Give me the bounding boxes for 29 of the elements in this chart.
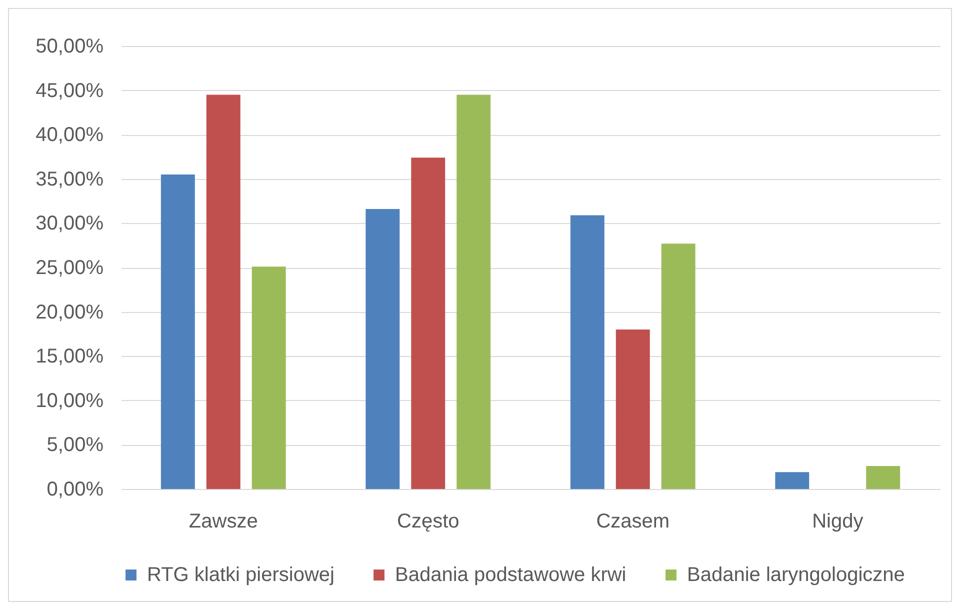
- y-tick-label: 0,00%: [46, 478, 104, 500]
- bar: [775, 472, 810, 489]
- bar: [160, 174, 195, 489]
- bar: [661, 244, 696, 489]
- x-tick-label: Czasem: [596, 510, 670, 532]
- legend-label: RTG klatki piersiowej: [147, 564, 334, 586]
- y-tick-label: 30,00%: [36, 212, 104, 235]
- bar: [252, 266, 286, 489]
- legend-label: Badania podstawowe krwi: [395, 564, 626, 586]
- y-tick-label: 35,00%: [36, 168, 104, 190]
- bar: [366, 209, 400, 489]
- y-tick-label: 25,00%: [36, 257, 104, 279]
- y-tick-label: 10,00%: [36, 390, 104, 412]
- y-tick-label: 45,00%: [36, 80, 104, 102]
- legend-label: Badanie laryngologiczne: [687, 564, 905, 586]
- bar: [570, 215, 604, 489]
- bar: [411, 158, 446, 489]
- x-tick-label: Nigdy: [812, 510, 864, 532]
- y-tick-label: 50,00%: [36, 36, 104, 58]
- y-tick-label: 20,00%: [36, 301, 104, 324]
- y-tick-label: 15,00%: [36, 346, 104, 368]
- bar: [866, 466, 900, 489]
- bar: [616, 330, 650, 489]
- x-tick-label: Często: [397, 510, 460, 532]
- y-tick-label: 5,00%: [46, 434, 104, 456]
- bar: [456, 94, 491, 489]
- x-tick-label: Zawsze: [188, 510, 258, 532]
- y-tick-label: 40,00%: [36, 124, 104, 146]
- bar: [206, 94, 240, 489]
